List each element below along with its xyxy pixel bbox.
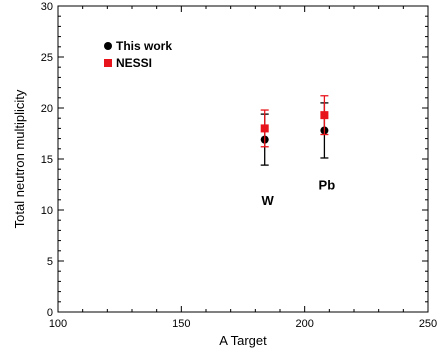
- x-axis-label: A Target: [219, 333, 267, 348]
- legend-label: NESSI: [116, 56, 152, 70]
- data-point-square: [320, 111, 329, 120]
- x-tick-label: 100: [49, 318, 67, 330]
- y-tick-label: 25: [41, 52, 53, 64]
- plot-frame: [57, 5, 429, 313]
- y-tick-label: 10: [41, 205, 53, 217]
- y-tick-label: 30: [41, 1, 53, 13]
- x-tick-label: 200: [295, 318, 313, 330]
- y-tick-label: 5: [47, 256, 53, 268]
- legend-marker-circle: [104, 42, 112, 50]
- legend-marker-square: [104, 59, 112, 67]
- legend-label: This work: [116, 39, 172, 53]
- annotation-label: Pb: [319, 178, 336, 193]
- annotations: W Pb: [262, 178, 336, 208]
- y-tick-label: 0: [47, 307, 53, 319]
- data-point-square: [260, 124, 269, 133]
- y-tick-label: 20: [41, 103, 53, 115]
- y-axis-label: Total neutron multiplicity: [12, 89, 27, 228]
- annotation-label: W: [262, 193, 275, 208]
- data-marks: [260, 95, 329, 166]
- legend: This work NESSI: [104, 39, 172, 70]
- axis-tick-labels: 100 150 200 250 0 5 10 15 20 25 30: [41, 1, 437, 330]
- x-tick-label: 150: [172, 318, 190, 330]
- y-tick-label: 15: [41, 154, 53, 166]
- x-tick-label: 250: [419, 318, 437, 330]
- axis-ticks: [57, 5, 429, 313]
